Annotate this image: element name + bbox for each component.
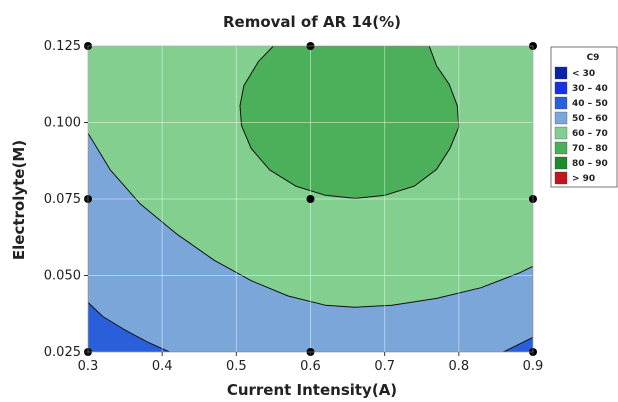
contour-region-1 [88, 132, 533, 352]
x-tick-label-4: 0.7 [374, 359, 395, 374]
plot-area [84, 42, 537, 356]
legend-swatch-1 [554, 81, 568, 95]
legend-swatch-5 [554, 141, 568, 155]
x-tick-label-1: 0.4 [152, 359, 173, 374]
legend-label-3: 50 – 60 [572, 114, 608, 124]
y-axis-label: Electrolyte(M) [10, 140, 28, 260]
legend-label-4: 60 – 70 [572, 129, 608, 139]
legend-label-6: 80 – 90 [572, 159, 608, 169]
x-tick-label-0: 0.3 [78, 359, 99, 374]
x-axis-label: Current Intensity(A) [227, 381, 397, 399]
legend-swatch-7 [554, 171, 568, 185]
x-tick-label-2: 0.5 [226, 359, 247, 374]
y-tick-label-0: 0.025 [44, 345, 81, 360]
chart-title: Removal of AR 14(%) [223, 13, 401, 31]
contour-region-3 [502, 336, 533, 352]
legend-label-5: 70 – 80 [572, 144, 608, 154]
design-point-4 [306, 195, 315, 203]
legend-swatch-4 [554, 126, 568, 140]
legend-swatch-3 [554, 111, 568, 125]
contour-region-4 [239, 46, 460, 199]
legend-label-7: > 90 [572, 174, 595, 184]
legend-label-0: < 30 [572, 69, 595, 79]
x-axis-ticks: 0.3 0.4 0.5 0.6 0.7 0.8 0.9 [78, 352, 544, 374]
x-tick-label-5: 0.8 [448, 359, 469, 374]
y-tick-label-1: 0.050 [44, 269, 81, 284]
contour-region-2 [88, 301, 171, 352]
legend-swatch-0 [554, 66, 568, 80]
y-tick-label-2: 0.075 [44, 192, 81, 207]
y-axis-ticks: 0.025 0.050 0.075 0.100 0.125 [44, 39, 88, 360]
legend-label-2: 40 – 50 [572, 99, 608, 109]
legend-label-1: 30 – 40 [572, 84, 608, 94]
y-tick-label-3: 0.100 [44, 116, 81, 131]
legend: C9 < 30 30 – 40 40 – 50 50 – 60 60 – 70 70 – 8… [550, 46, 618, 188]
legend-swatch-6 [554, 156, 568, 170]
x-tick-label-6: 0.9 [523, 359, 544, 374]
legend-swatch-2 [554, 96, 568, 110]
legend-title: C9 [587, 53, 600, 63]
x-tick-label-3: 0.6 [300, 359, 321, 374]
y-tick-label-4: 0.125 [44, 39, 81, 54]
